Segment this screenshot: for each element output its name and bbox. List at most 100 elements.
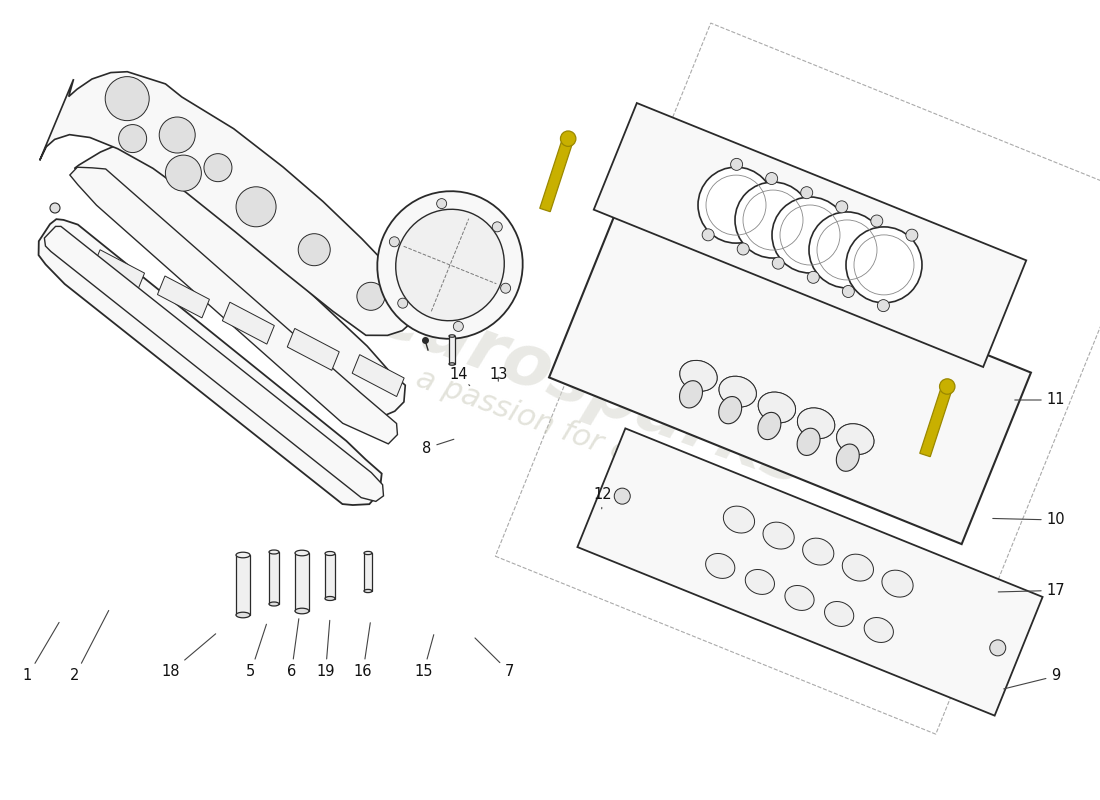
Circle shape [939, 379, 955, 394]
Circle shape [843, 286, 855, 298]
Circle shape [846, 227, 922, 303]
Ellipse shape [324, 597, 336, 601]
Circle shape [236, 186, 276, 226]
Ellipse shape [865, 618, 893, 642]
Ellipse shape [396, 210, 504, 321]
Ellipse shape [843, 554, 873, 581]
Text: 14: 14 [450, 367, 470, 386]
Circle shape [389, 237, 399, 246]
Polygon shape [295, 553, 309, 611]
Circle shape [437, 198, 447, 209]
Text: a passion for excellence: a passion for excellence [411, 363, 769, 517]
Circle shape [702, 229, 714, 241]
Polygon shape [70, 167, 397, 444]
Text: 16: 16 [354, 622, 372, 679]
Ellipse shape [719, 376, 757, 407]
Ellipse shape [836, 444, 859, 471]
Circle shape [772, 197, 848, 273]
Text: 2: 2 [70, 610, 109, 683]
Text: 13: 13 [490, 367, 507, 382]
Ellipse shape [837, 424, 874, 454]
Circle shape [298, 234, 330, 266]
Polygon shape [92, 250, 144, 292]
Circle shape [160, 117, 195, 153]
Circle shape [906, 229, 917, 241]
Ellipse shape [882, 570, 913, 597]
Ellipse shape [724, 506, 755, 533]
Ellipse shape [377, 191, 522, 338]
Polygon shape [75, 141, 405, 417]
Polygon shape [364, 553, 372, 591]
Ellipse shape [295, 550, 309, 556]
Polygon shape [287, 329, 339, 370]
Polygon shape [270, 552, 279, 604]
Text: 1: 1 [23, 622, 59, 683]
Text: 11: 11 [1015, 393, 1065, 407]
Ellipse shape [449, 334, 455, 338]
Ellipse shape [364, 590, 372, 593]
Ellipse shape [803, 538, 834, 565]
Circle shape [737, 243, 749, 255]
Circle shape [772, 257, 784, 269]
Circle shape [808, 212, 886, 288]
Ellipse shape [718, 397, 741, 424]
Ellipse shape [758, 412, 781, 440]
Ellipse shape [758, 392, 795, 423]
Text: 17: 17 [999, 583, 1065, 598]
Ellipse shape [680, 360, 717, 391]
Text: eurosparks: eurosparks [364, 280, 816, 500]
Text: 15: 15 [415, 634, 433, 679]
Ellipse shape [680, 360, 717, 391]
Circle shape [106, 77, 150, 121]
Ellipse shape [825, 602, 854, 626]
Polygon shape [44, 226, 384, 502]
Polygon shape [594, 103, 1026, 367]
Ellipse shape [236, 612, 250, 618]
Text: 6: 6 [287, 618, 299, 679]
Ellipse shape [270, 602, 279, 606]
Ellipse shape [295, 608, 309, 614]
Ellipse shape [324, 551, 336, 555]
Text: 10: 10 [993, 513, 1065, 527]
Polygon shape [157, 276, 209, 318]
Ellipse shape [719, 376, 757, 407]
Ellipse shape [364, 551, 372, 554]
Circle shape [165, 155, 201, 191]
Circle shape [500, 283, 510, 294]
Circle shape [698, 167, 774, 243]
Circle shape [356, 282, 385, 310]
Ellipse shape [798, 408, 835, 438]
Polygon shape [578, 428, 1043, 716]
Circle shape [871, 215, 883, 227]
Circle shape [807, 271, 820, 283]
Ellipse shape [449, 363, 455, 365]
Polygon shape [324, 554, 336, 598]
Circle shape [50, 203, 60, 213]
Circle shape [801, 186, 813, 198]
Text: 18: 18 [162, 634, 216, 679]
Polygon shape [39, 219, 382, 505]
Text: 12: 12 [594, 487, 612, 509]
Ellipse shape [680, 381, 703, 408]
Circle shape [119, 125, 146, 153]
Circle shape [453, 322, 463, 331]
Polygon shape [40, 72, 415, 335]
Text: 5: 5 [246, 624, 266, 679]
Ellipse shape [763, 522, 794, 549]
Circle shape [836, 201, 848, 213]
Ellipse shape [746, 570, 774, 594]
Ellipse shape [837, 424, 874, 454]
Ellipse shape [798, 428, 821, 455]
Polygon shape [449, 336, 455, 364]
Circle shape [561, 131, 576, 146]
Circle shape [878, 300, 890, 312]
Text: 9: 9 [1003, 669, 1060, 689]
Circle shape [990, 640, 1005, 656]
Polygon shape [920, 385, 953, 457]
Polygon shape [549, 206, 1031, 544]
Ellipse shape [236, 552, 250, 558]
Text: 19: 19 [317, 620, 334, 679]
Polygon shape [236, 555, 250, 615]
Circle shape [493, 222, 503, 232]
Circle shape [735, 182, 811, 258]
